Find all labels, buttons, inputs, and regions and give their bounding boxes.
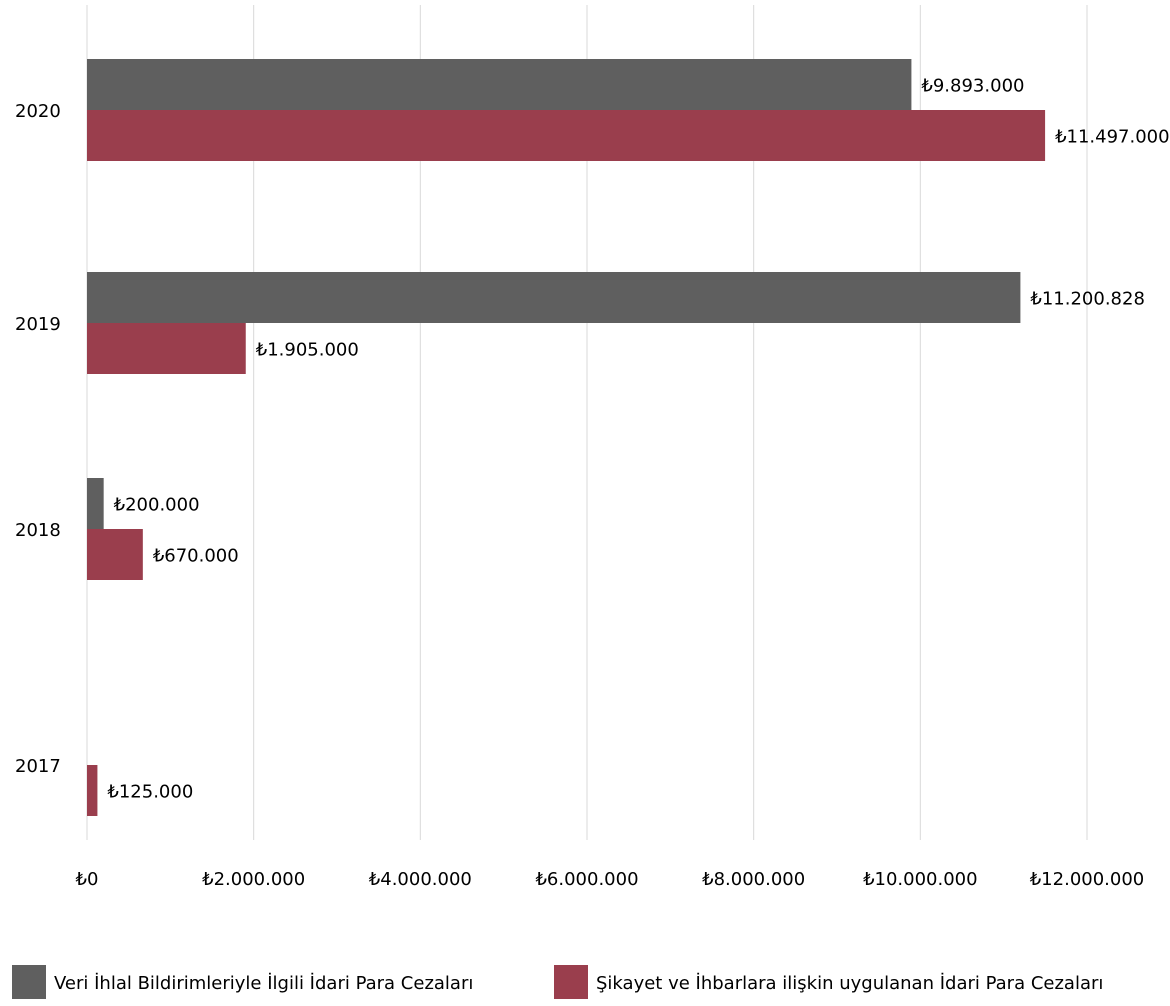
bar-veri-ihlal-2019 [87, 272, 1021, 323]
bars [87, 59, 1046, 816]
legend-label: Veri İhlal Bildirimleriyle İlgili İdari … [54, 973, 473, 994]
legend-swatch [554, 965, 588, 999]
legend-swatch [12, 965, 46, 999]
bar-sikayet-ihbar-2020 [87, 110, 1046, 161]
category-label: 2017 [15, 756, 61, 777]
data-labels: ₺9.893.000 ₺11.497.000 ₺11.200.828 ₺1.905.0… [107, 76, 1169, 803]
bar-sikayet-ihbar-2018 [87, 529, 143, 580]
category-labels: 2020 2019 2018 2017 [15, 101, 61, 777]
x-tick-label: ₺10.000.000 [863, 869, 978, 890]
data-label: ₺200.000 [114, 495, 200, 516]
x-tick-label: ₺6.000.000 [535, 869, 638, 890]
x-tick-label: ₺12.000.000 [1030, 869, 1145, 890]
category-label: 2018 [15, 520, 61, 541]
x-tick-labels: ₺0 ₺2.000.000 ₺4.000.000 ₺6.000.000 ₺8.000.0… [76, 869, 1145, 890]
data-label: ₺1.905.000 [256, 340, 359, 361]
data-label: ₺11.200.828 [1030, 289, 1145, 310]
x-tick-label: ₺4.000.000 [369, 869, 472, 890]
category-label: 2020 [15, 101, 61, 122]
bar-veri-ihlal-2018 [87, 478, 104, 529]
data-label: ₺670.000 [153, 546, 239, 567]
x-tick-label: ₺8.000.000 [702, 869, 805, 890]
bar-sikayet-ihbar-2019 [87, 323, 246, 374]
x-tick-label: ₺2.000.000 [202, 869, 305, 890]
data-label: ₺9.893.000 [921, 76, 1024, 97]
data-label: ₺125.000 [107, 782, 193, 803]
bar-veri-ihlal-2020 [87, 59, 912, 110]
bar-sikayet-ihbar-2017 [87, 765, 98, 816]
data-label: ₺11.497.000 [1055, 127, 1170, 148]
legend-label: Şikayet ve İhbarlara ilişkin uygulanan İ… [596, 973, 1103, 994]
category-label: 2019 [15, 314, 61, 335]
legend: Veri İhlal Bildirimleriyle İlgili İdari … [12, 965, 1103, 999]
x-tick-label: ₺0 [76, 869, 99, 890]
